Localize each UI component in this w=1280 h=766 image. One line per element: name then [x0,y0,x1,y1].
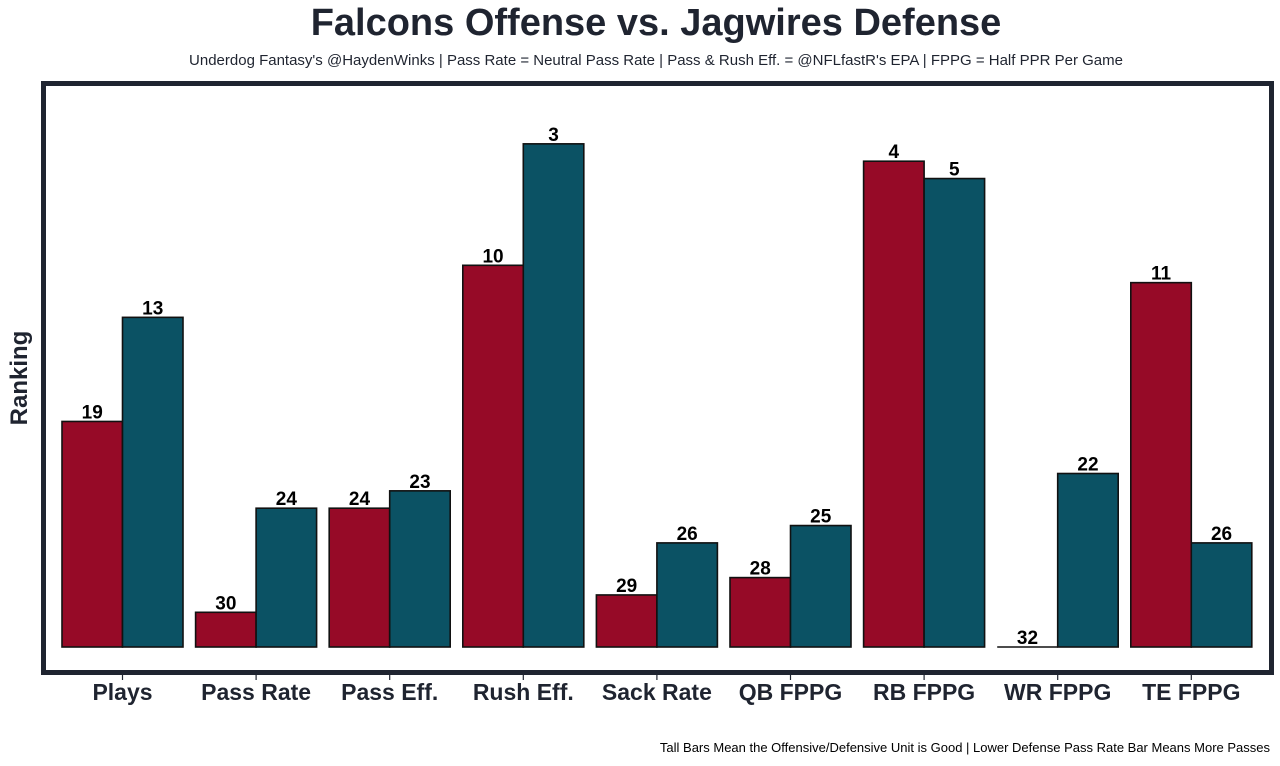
bar-value-label: 28 [750,559,771,580]
x-tick-label: WR FPPG [1004,679,1111,705]
offense-bar-rush-eff [461,264,525,648]
chart-title: Falcons Offense vs. Jagwires Defense [310,2,1002,44]
defense-bar-pass-rate [255,507,318,648]
defense-bar-qb-fppg [789,524,852,648]
offense-bar-sack-rate [595,594,658,648]
offense-bar-pass-eff [328,507,391,648]
offense-bar-rb-fppg [862,160,925,648]
plot-frame [41,81,1274,675]
x-tick-label: Plays [92,679,152,705]
x-tick-label: QB FPPG [739,679,843,705]
bar-value-label: 30 [215,593,236,614]
bar-value-label: 19 [82,402,103,423]
offense-bar-pass-rate [194,611,257,648]
bars-group [61,143,1253,648]
bar-value-label: 4 [889,142,900,163]
bar-value-label: 24 [276,489,298,510]
bar-value-label: 23 [409,472,430,493]
x-tick-label: Sack Rate [602,679,712,705]
defense-bar-plays [121,316,184,648]
value-labels-group: 19 13 30 24 24 23 10 3 29 26 28 25 4 5 32 22 11 26 [82,125,1232,649]
bar-value-label: 10 [482,246,503,267]
defense-bar-rush-eff [522,143,585,648]
defense-bar-rb-fppg [923,177,986,648]
bar-value-label: 5 [949,160,960,181]
defense-bar-te-fppg [1190,542,1253,648]
bar-value-label: 24 [349,489,371,510]
bar-value-label: 32 [1017,628,1038,649]
bar-value-label: 11 [1151,264,1172,285]
offense-bar-qb-fppg [729,576,792,648]
x-tick-label: RB FPPG [873,679,975,705]
x-axis-ticks-group: Plays Pass Rate Pass Eff. Rush Eff. Sack Rat… [92,675,1241,705]
offense-bar-te-fppg [1130,281,1193,648]
bar-value-label: 3 [548,125,559,146]
chart-footnote: Tall Bars Mean the Offensive/Defensive U… [659,740,1270,755]
defense-bar-wr-fppg [1056,472,1119,648]
defense-bar-sack-rate [656,542,719,648]
defense-bar-pass-eff [388,490,452,648]
x-tick-label: Rush Eff. [473,679,574,705]
bar-value-label: 22 [1077,455,1098,476]
offense-bar-plays [61,420,124,648]
bar-value-label: 25 [810,507,832,528]
x-tick-label: Pass Rate [201,679,311,705]
bar-value-label: 13 [142,298,163,319]
chart-subtitle: Underdog Fantasy's @HaydenWinks | Pass R… [189,52,1123,69]
x-tick-label: TE FPPG [1142,679,1240,705]
bar-value-label: 26 [1211,524,1232,545]
bar-value-label: 29 [616,576,637,597]
x-tick-label: Pass Eff. [341,679,438,705]
bar-value-label: 26 [677,524,698,545]
